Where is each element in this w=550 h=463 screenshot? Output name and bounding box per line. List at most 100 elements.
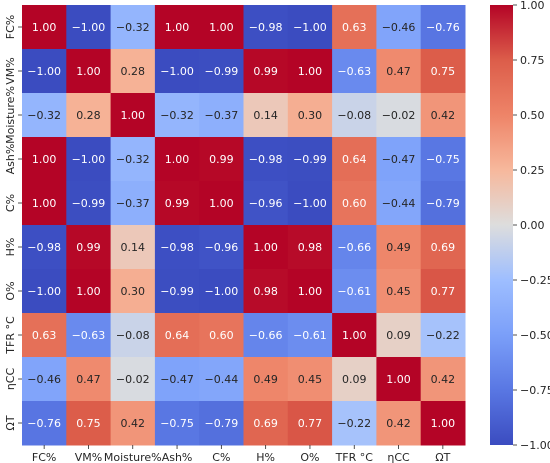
cell-value-label: 0.99 [76, 241, 101, 254]
cell-value-label: −1.00 [27, 285, 61, 298]
cell-value-label: −0.76 [27, 417, 61, 430]
cell-value-label: 1.00 [121, 109, 146, 122]
cell-value-label: −0.46 [27, 373, 61, 386]
heatmap-cell [154, 269, 200, 314]
cell-value-label: 0.99 [165, 197, 190, 210]
cell-value-label: 0.30 [298, 109, 323, 122]
heatmap-cell [110, 269, 156, 314]
cell-value-label: 1.00 [209, 21, 234, 34]
cell-value-label: 0.77 [431, 285, 456, 298]
heatmap-cell [376, 137, 422, 182]
heatmap-cell [199, 313, 244, 358]
cell-value-label: 1.00 [298, 65, 323, 78]
heatmap-cell [332, 401, 377, 446]
cell-value-label: 0.63 [32, 329, 57, 342]
heatmap-cell [199, 137, 244, 182]
x-tick-label: Ash% [162, 451, 193, 463]
heatmap-cell [376, 313, 422, 358]
colorbar-tick-label: 0.75 [520, 54, 545, 67]
cell-value-label: 0.60 [209, 329, 234, 342]
cell-value-label: −0.75 [426, 153, 460, 166]
heatmap-cell [243, 225, 289, 270]
cell-value-label: 0.75 [76, 417, 101, 430]
cell-value-label: −0.32 [27, 109, 61, 122]
cell-value-label: −1.00 [204, 285, 238, 298]
heatmap-cell [66, 93, 112, 138]
heatmap-cell [243, 93, 289, 138]
x-tick-label: C% [212, 451, 230, 463]
cell-value-label: 0.09 [342, 373, 367, 386]
heatmap-cell [199, 225, 244, 270]
cell-value-label: 0.63 [342, 21, 367, 34]
cell-value-label: −0.63 [72, 329, 106, 342]
y-tick-label: Ash% [4, 144, 17, 175]
cell-value-label: −1.00 [72, 153, 106, 166]
heatmap-cell [22, 93, 67, 138]
cell-value-label: −0.99 [72, 197, 106, 210]
heatmap-cell [287, 357, 333, 402]
cell-value-label: −0.63 [337, 65, 371, 78]
heatmap-cell [22, 401, 67, 446]
heatmap-cell [376, 93, 422, 138]
colorbar-tick-label: 1.00 [520, 0, 545, 12]
cell-value-label: 0.42 [386, 417, 411, 430]
heatmap-cell [22, 49, 67, 94]
cell-value-label: −0.08 [116, 329, 150, 342]
heatmap-cell [243, 313, 289, 358]
y-tick-label: TFR °C [4, 316, 17, 355]
heatmap-cell [22, 137, 67, 182]
heatmap-cell [420, 5, 466, 50]
cell-value-label: −0.79 [426, 197, 460, 210]
x-tick-label: O% [300, 451, 319, 463]
cell-value-label: −0.32 [116, 153, 150, 166]
cell-value-label: 0.14 [253, 109, 278, 122]
cell-value-label: 1.00 [431, 417, 456, 430]
heatmap-cell [66, 313, 112, 358]
heatmap-cells [22, 5, 466, 446]
heatmap-cell [199, 49, 244, 94]
cell-value-label: 1.00 [386, 373, 411, 386]
y-tick-label: ΩT [4, 415, 17, 430]
cell-value-label: −0.22 [337, 417, 371, 430]
cell-value-label: −0.32 [160, 109, 194, 122]
heatmap-cell [243, 269, 289, 314]
cell-value-label: 0.45 [298, 373, 323, 386]
heatmap-cell [110, 49, 156, 94]
cell-value-label: 0.45 [386, 285, 411, 298]
cell-value-label: 0.69 [431, 241, 456, 254]
cell-value-label: 0.64 [165, 329, 190, 342]
heatmap-cell [154, 137, 200, 182]
x-tick-label: TFR °C [335, 451, 374, 463]
heatmap-cell [66, 181, 112, 226]
cell-value-label: 0.77 [298, 417, 323, 430]
cell-value-label: 0.49 [253, 373, 278, 386]
heatmap-cell [66, 401, 112, 446]
cell-value-label: 1.00 [76, 65, 101, 78]
cell-value-label: 1.00 [209, 197, 234, 210]
heatmap-cell [376, 357, 422, 402]
x-tick-label: Moisture% [104, 451, 162, 463]
x-tick-label: FC% [32, 451, 56, 463]
cell-value-label: 0.47 [386, 65, 411, 78]
heatmap-cell [110, 313, 156, 358]
cell-value-label: −1.00 [160, 65, 194, 78]
colorbar-tick-label: −0.25 [520, 274, 550, 287]
cell-value-label: −0.99 [160, 285, 194, 298]
cell-value-label: −1.00 [72, 21, 106, 34]
heatmap-cell [66, 269, 112, 314]
heatmap-cell-labels: 1.00 −1.00 −0.32 1.00 1.00 −0.98 −1.00 0.63 −0.4… [27, 21, 459, 430]
heatmap-cell [332, 49, 377, 94]
y-tick-label: ηCC [4, 368, 17, 391]
cell-value-label: −0.08 [337, 109, 371, 122]
cell-value-label: −0.44 [204, 373, 238, 386]
cell-value-label: 1.00 [32, 21, 57, 34]
cell-value-label: 0.42 [431, 373, 456, 386]
heatmap-cell [110, 5, 156, 50]
y-tick-label: H% [4, 238, 17, 257]
heatmap-cell [420, 225, 466, 270]
cell-value-label: 0.99 [209, 153, 234, 166]
heatmap-cell [154, 357, 200, 402]
heatmap-cell [420, 137, 466, 182]
cell-value-label: 1.00 [165, 21, 190, 34]
heatmap-cell [154, 5, 200, 50]
